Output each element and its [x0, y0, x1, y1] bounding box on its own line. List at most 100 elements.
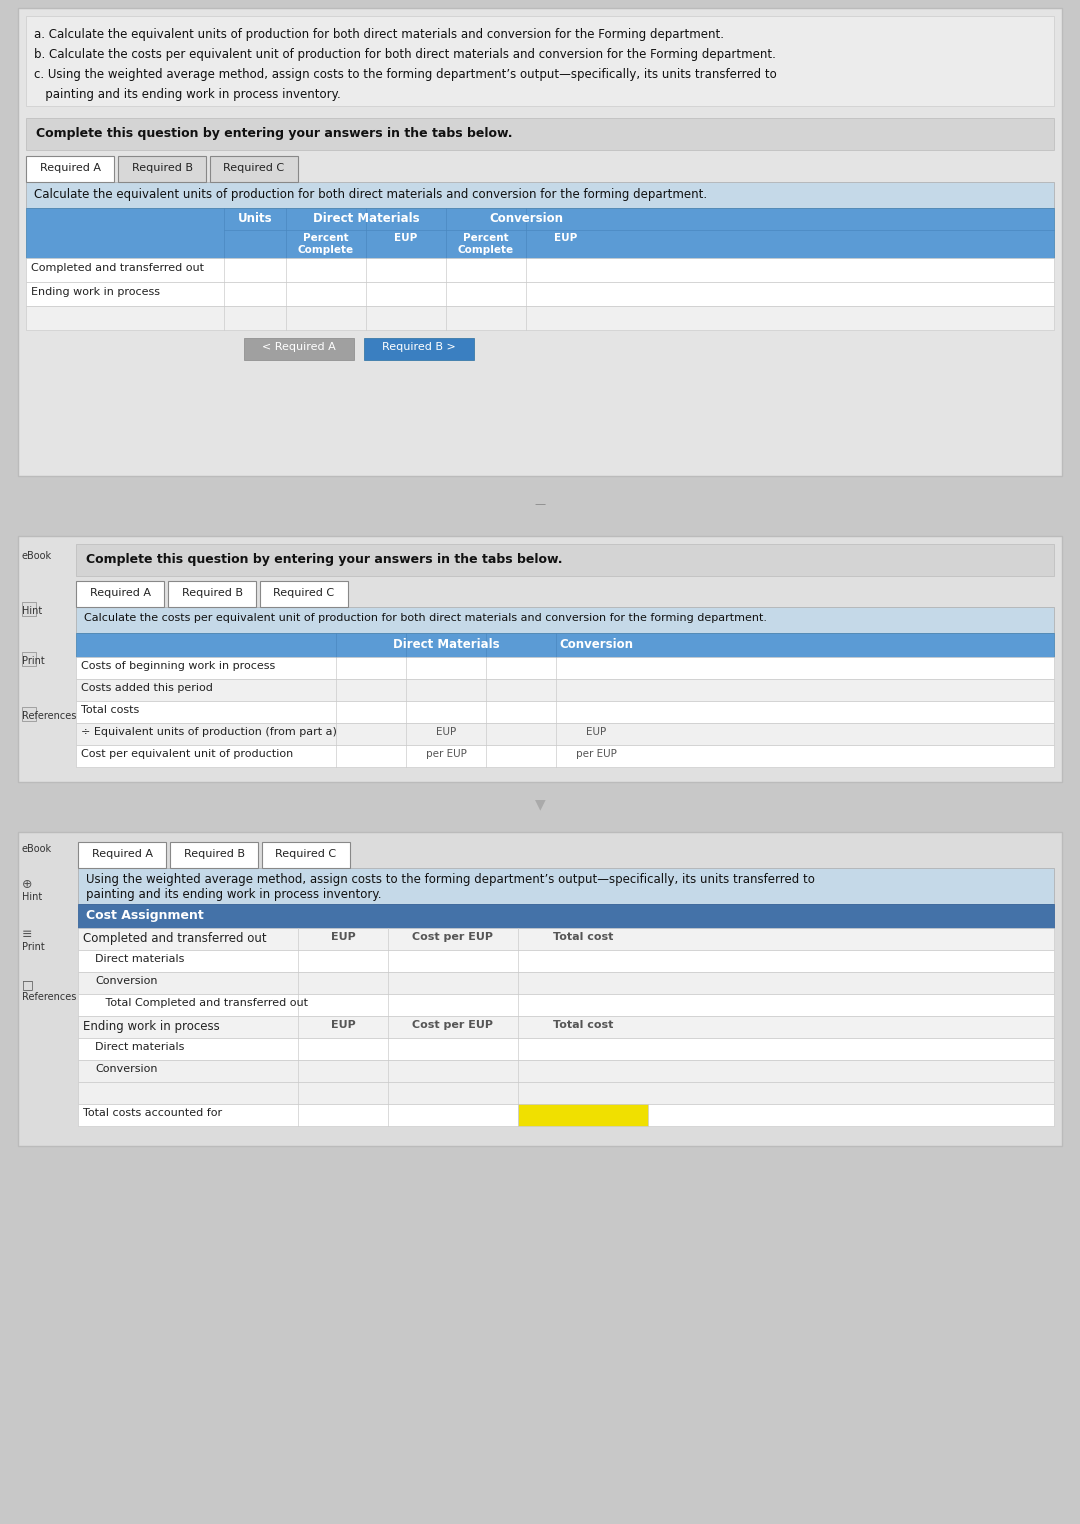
Text: Direct materials: Direct materials [95, 1042, 185, 1052]
Bar [18, 8, 1062, 475]
Text: ⊕: ⊕ [22, 878, 32, 892]
Text: Hint: Hint [22, 607, 42, 616]
Bar [76, 632, 1054, 657]
Text: Complete this question by entering your answers in the tabs below.: Complete this question by entering your … [36, 126, 513, 140]
Text: < Required A: < Required A [262, 341, 336, 352]
Bar [26, 181, 1054, 207]
Text: Required C: Required C [273, 588, 335, 597]
Bar [76, 745, 1054, 767]
Text: b. Calculate the costs per equivalent unit of production for both direct materia: b. Calculate the costs per equivalent un… [33, 47, 775, 61]
Text: Required B: Required B [181, 588, 243, 597]
Text: Ending work in process: Ending work in process [83, 1020, 219, 1033]
Bar [18, 536, 1062, 782]
Text: EUP: EUP [436, 727, 456, 738]
Text: Units: Units [238, 212, 272, 226]
Text: Direct Materials: Direct Materials [393, 639, 499, 651]
Text: Conversion: Conversion [489, 212, 563, 226]
Text: Required A: Required A [92, 849, 152, 860]
Text: Calculate the equivalent units of production for both direct materials and conve: Calculate the equivalent units of produc… [33, 187, 707, 201]
Text: Required A: Required A [90, 588, 150, 597]
Bar [22, 652, 36, 666]
Bar [26, 282, 1054, 306]
Bar [26, 15, 1054, 107]
Text: ≡: ≡ [22, 928, 32, 940]
Bar [170, 841, 258, 869]
Text: Calculate the costs per equivalent unit of production for both direct materials : Calculate the costs per equivalent unit … [84, 613, 767, 623]
Text: Required C: Required C [224, 163, 284, 174]
Bar [78, 949, 1054, 972]
Bar [26, 117, 1054, 149]
Text: Completed and transferred out: Completed and transferred out [31, 264, 204, 273]
Text: Required C: Required C [275, 849, 337, 860]
Text: Required B: Required B [184, 849, 244, 860]
Bar [78, 904, 1054, 928]
Bar [244, 338, 354, 360]
Bar [26, 155, 114, 181]
Text: Print: Print [22, 942, 44, 952]
Text: Direct Materials: Direct Materials [313, 212, 419, 226]
Text: Total costs accounted for: Total costs accounted for [83, 1108, 222, 1119]
Bar [22, 707, 36, 721]
Bar [76, 544, 1054, 576]
Bar [76, 581, 164, 607]
Text: Direct materials: Direct materials [95, 954, 185, 965]
Text: Completed and transferred out: Completed and transferred out [83, 933, 267, 945]
Text: Conversion: Conversion [559, 639, 633, 651]
Bar [78, 1103, 1054, 1126]
Bar [18, 832, 1062, 1146]
Text: EUP: EUP [585, 727, 606, 738]
Text: eBook: eBook [22, 844, 52, 853]
Text: Using the weighted average method, assign costs to the forming department’s outp: Using the weighted average method, assig… [86, 873, 815, 885]
Text: Cost per EUP: Cost per EUP [413, 1020, 494, 1030]
Bar [78, 972, 1054, 994]
Bar [26, 258, 1054, 282]
Bar [76, 722, 1054, 745]
Text: ÷ Equivalent units of production (from part a): ÷ Equivalent units of production (from p… [81, 727, 337, 738]
Text: References: References [22, 712, 77, 721]
Text: Print: Print [22, 655, 44, 666]
Text: Required B >: Required B > [382, 341, 456, 352]
Text: Costs added this period: Costs added this period [81, 683, 213, 693]
Text: Cost Assignment: Cost Assignment [86, 908, 204, 922]
Bar [26, 306, 1054, 331]
Bar [26, 207, 1054, 258]
Text: ▼: ▼ [535, 797, 545, 811]
Text: □: □ [22, 978, 33, 991]
Text: c. Using the weighted average method, assign costs to the forming department’s o: c. Using the weighted average method, as… [33, 69, 777, 81]
Text: Percent
Complete: Percent Complete [298, 233, 354, 255]
Text: Total Completed and transferred out: Total Completed and transferred out [95, 998, 308, 1007]
Bar [76, 701, 1054, 722]
Bar [168, 581, 256, 607]
Bar [78, 1061, 1054, 1082]
Text: Complete this question by entering your answers in the tabs below.: Complete this question by entering your … [86, 553, 563, 565]
Bar [210, 155, 298, 181]
Bar [118, 155, 206, 181]
Bar [22, 602, 36, 616]
Bar [76, 680, 1054, 701]
Bar [260, 581, 348, 607]
Text: Ending work in process: Ending work in process [31, 287, 160, 297]
Text: EUP: EUP [554, 233, 578, 242]
Text: Percent
Complete: Percent Complete [458, 233, 514, 255]
Text: eBook: eBook [22, 552, 52, 561]
Bar [78, 928, 1054, 949]
Text: Total cost: Total cost [553, 933, 613, 942]
Text: Conversion: Conversion [95, 975, 158, 986]
Text: Required A: Required A [40, 163, 100, 174]
Bar [76, 607, 1054, 632]
Text: Hint: Hint [22, 892, 42, 902]
Bar [78, 869, 1054, 904]
Text: EUP: EUP [330, 933, 355, 942]
Text: painting and its ending work in process inventory.: painting and its ending work in process … [33, 88, 341, 101]
Bar [78, 841, 166, 869]
Bar [78, 1038, 1054, 1061]
Text: per EUP: per EUP [576, 748, 617, 759]
Bar [262, 841, 350, 869]
Text: painting and its ending work in process inventory.: painting and its ending work in process … [86, 888, 381, 901]
Bar [78, 1017, 1054, 1038]
Bar [518, 1103, 648, 1126]
Text: per EUP: per EUP [426, 748, 467, 759]
Bar [78, 994, 1054, 1017]
Text: Cost per EUP: Cost per EUP [413, 933, 494, 942]
Text: Costs of beginning work in process: Costs of beginning work in process [81, 661, 275, 671]
